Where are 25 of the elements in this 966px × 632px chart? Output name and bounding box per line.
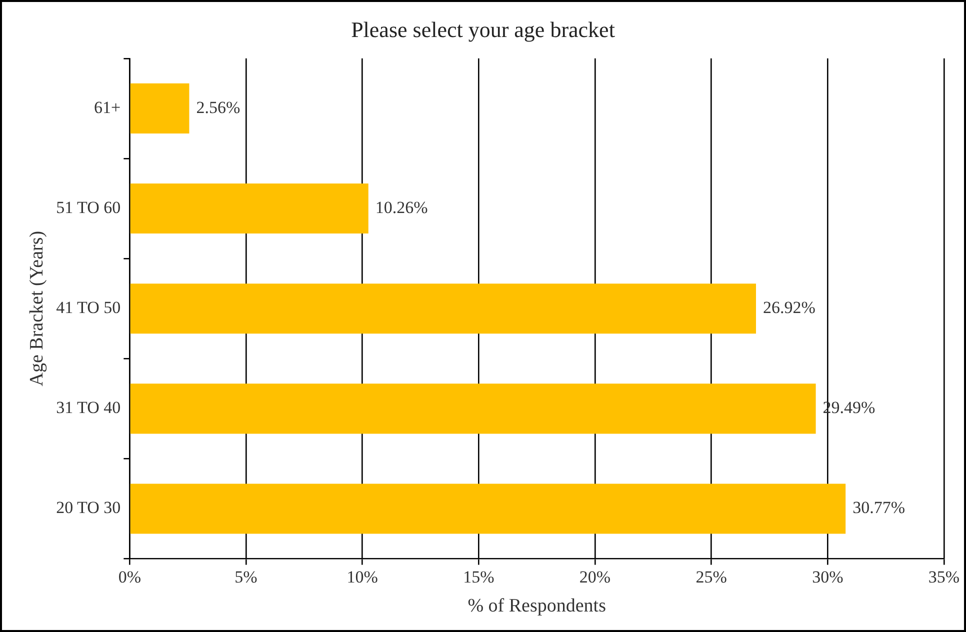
x-tick-label: 15% xyxy=(463,567,494,586)
x-tick-label: 10% xyxy=(346,567,378,586)
y-tick-label: 61+ xyxy=(94,98,121,117)
data-label: 2.56% xyxy=(196,98,240,117)
data-label: 26.92% xyxy=(763,298,816,318)
y-tick-label: 31 TO 40 xyxy=(56,398,121,418)
x-axis-title: % of Respondents xyxy=(468,596,606,617)
chart-title: Please select your age bracket xyxy=(351,16,615,42)
y-tick-label: 41 TO 50 xyxy=(56,298,121,318)
x-tick-label: 20% xyxy=(579,567,611,586)
bar xyxy=(130,484,846,534)
bar xyxy=(130,184,368,234)
bar xyxy=(130,284,756,334)
data-label: 10.26% xyxy=(375,198,428,217)
x-tick-label: 30% xyxy=(812,567,844,586)
data-label: 30.77% xyxy=(852,498,905,518)
bar xyxy=(130,83,190,134)
y-tick-label: 51 TO 60 xyxy=(56,198,121,217)
x-tick-label: 35% xyxy=(928,567,960,586)
x-tick-label: 5% xyxy=(234,567,258,586)
bar xyxy=(130,384,816,434)
x-tick-label: 0% xyxy=(118,567,141,586)
y-axis-title: Age Bracket (Years) xyxy=(26,230,48,386)
y-tick-label: 20 TO 30 xyxy=(56,498,121,518)
x-tick-label: 25% xyxy=(696,567,727,586)
